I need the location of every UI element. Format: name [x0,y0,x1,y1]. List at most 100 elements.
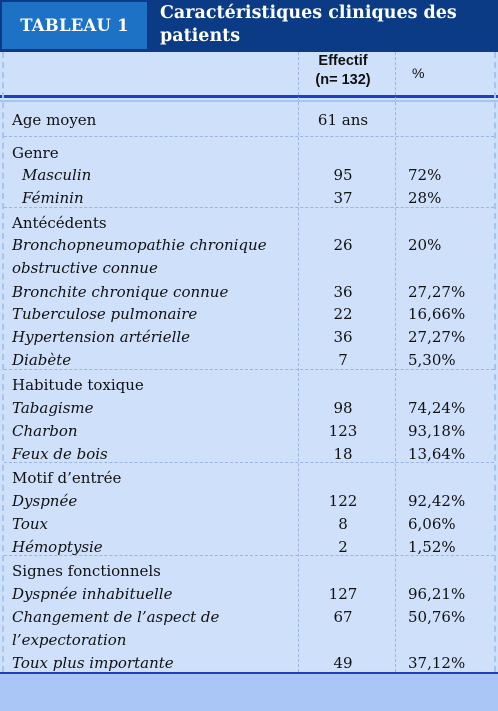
section-row: Antécédents [0,211,498,234]
row-percent: 5,30% [408,351,456,369]
table-row: Toux 8 6,06% [0,512,498,535]
table-row: Dyspnée 122 92,42% [0,489,498,512]
row-percent: 72% [408,166,442,184]
row-label: Dyspnée [12,492,78,510]
row-percent: 6,06% [408,515,456,533]
table-header: TABLEAU 1 Caractéristiques cliniques des… [0,0,498,52]
header-subrule [0,100,498,102]
row-label: Charbon [12,422,78,440]
table-number-badge: TABLEAU 1 [2,2,147,49]
section-divider [4,462,494,463]
row-count: 8 [338,515,348,533]
row-label: Hypertension artérielle [12,328,191,346]
row-percent: 93,18% [408,422,466,440]
row-count: 95 [333,166,353,184]
row-percent: 28% [408,189,442,207]
row-percent: 13,64% [408,445,466,463]
right-border [494,52,496,672]
row-label: Hémoptysie [12,538,103,556]
row-percent: 50,76% [408,608,466,626]
row-count: 67 [333,608,353,626]
table-title-line-2: patients [160,26,241,46]
section-divider [4,136,494,137]
table-row: Charbon 123 93,18% [0,419,498,442]
table-row: Hypertension artérielle 36 27,27% [0,325,498,348]
section-label: Habitude toxique [12,376,144,394]
row-count: 26 [333,236,353,254]
row-label: Tuberculose pulmonaire [12,305,198,323]
row-percent: 74,24% [408,399,466,417]
table-row: Hémoptysie 2 1,52% [0,535,498,558]
section-divider [4,369,494,370]
left-border [2,52,4,672]
section-label: Age moyen [12,111,97,129]
table-row: obstructive connue [0,256,498,279]
section-divider [4,207,494,208]
row-label: Diabète [12,351,72,369]
section-row: Signes fonctionnels [0,559,498,582]
row-count: 7 [338,351,348,369]
table-row: Dyspnée inhabituelle 127 96,21% [0,582,498,605]
row-percent: 1,52% [408,538,456,556]
section-divider [4,555,494,556]
column-header-effectif-line-1: Effectif [318,53,368,69]
row-count: 36 [333,283,353,301]
row-count: 61 ans [317,111,369,129]
section-label: Antécédents [12,214,107,232]
column-header-row: Effectif (n= 132) % [0,52,498,96]
table-row: Féminin 37 28% [0,186,498,209]
row-count: 22 [333,305,353,323]
footer-rule [0,672,498,675]
row-count: 2 [338,538,348,556]
header-rule [0,95,498,98]
row-percent: 20% [408,236,442,254]
row-percent: 27,27% [408,328,466,346]
column-divider-1 [298,52,299,672]
section-row: Motif d’entrée [0,466,498,489]
table-title-line-1: Caractéristiques cliniques des [160,3,457,23]
table-row: Bronchite chronique connue 36 27,27% [0,280,498,303]
row-label: Tabagisme [12,399,94,417]
section-row: Habitude toxique [0,373,498,396]
row-percent: 37,12% [408,654,466,672]
footer-band [0,674,498,711]
column-divider-2 [395,52,396,672]
table-row: Toux plus importante 49 37,12% [0,651,498,674]
row-count: 18 [333,445,353,463]
column-header-percent: % [412,65,425,81]
table-row: Tuberculose pulmonaire 22 16,66% [0,302,498,325]
section-row: Genre [0,141,498,164]
table-row: l’expectoration [0,628,498,651]
row-percent: 16,66% [408,305,466,323]
section-row: Age moyen 61 ans [0,108,498,131]
table-row: Feux de bois 18 13,64% [0,442,498,465]
table-row: Changement de l’aspect de 67 50,76% [0,605,498,628]
row-count: 123 [328,422,358,440]
row-count: 37 [333,189,353,207]
row-count: 36 [333,328,353,346]
row-label: Toux [12,515,48,533]
table-row: Masculin 95 72% [0,163,498,186]
row-label: Feux de bois [12,445,108,463]
row-label: Dyspnée inhabituelle [12,585,173,603]
row-count: 122 [328,492,358,510]
row-label: Toux plus importante [12,654,174,672]
row-label: l’expectoration [12,631,127,649]
row-label: Changement de l’aspect de [12,608,220,626]
row-label: Bronchopneumopathie chronique [12,236,267,254]
row-label: Bronchite chronique connue [12,283,229,301]
section-label: Genre [12,144,59,162]
row-percent: 92,42% [408,492,466,510]
section-label: Signes fonctionnels [12,562,161,580]
row-label: Féminin [22,189,84,207]
row-count: 127 [328,585,358,603]
row-count: 49 [333,654,353,672]
row-count: 98 [333,399,353,417]
table-row: Tabagisme 98 74,24% [0,396,498,419]
table-row: Diabète 7 5,30% [0,348,498,371]
row-percent: 27,27% [408,283,466,301]
table-row: Bronchopneumopathie chronique 26 20% [0,233,498,256]
column-header-effectif: Effectif (n= 132) [292,52,394,90]
